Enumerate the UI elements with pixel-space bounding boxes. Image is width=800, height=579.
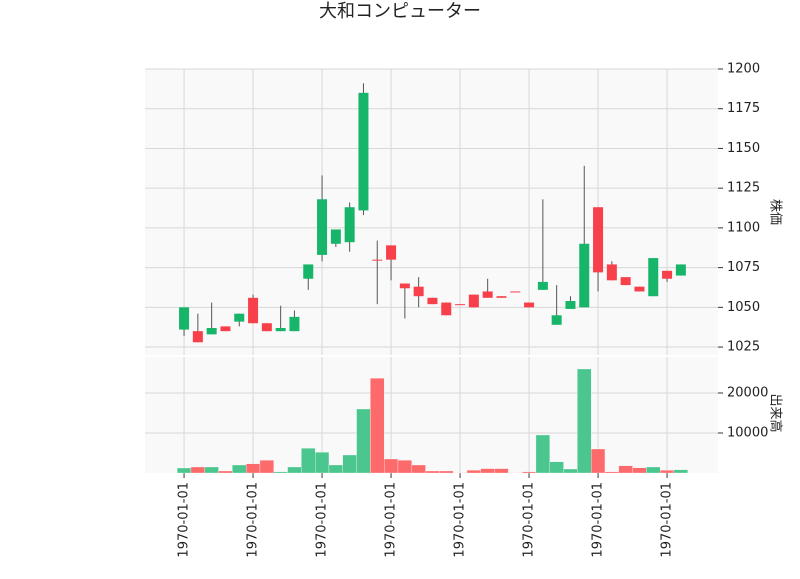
candle-body <box>248 298 258 323</box>
volume-bar <box>646 467 660 473</box>
volume-bar <box>439 471 453 473</box>
candle-body <box>469 295 479 308</box>
candle-body <box>289 317 299 331</box>
volume-bar <box>522 472 536 473</box>
candle-body <box>179 307 189 329</box>
candle-body <box>455 304 465 305</box>
volume-bar <box>660 470 674 473</box>
y-tick-label: 1025 <box>727 340 760 355</box>
volume-bar <box>315 452 329 473</box>
volume-bar <box>564 469 578 473</box>
x-tick-label: 1970-01-01 <box>660 482 675 558</box>
volume-bar <box>619 466 633 473</box>
candle-body <box>207 328 217 334</box>
volume-bar <box>232 465 246 473</box>
volume-bar <box>370 378 384 473</box>
x-tick-label: 1970-01-01 <box>246 482 261 558</box>
candle-body <box>358 93 368 211</box>
chart-title: 大和コンピューター <box>319 1 481 22</box>
candle-body <box>579 244 589 308</box>
candle-body <box>441 303 451 316</box>
volume-bar <box>384 459 398 473</box>
candle-body <box>234 314 244 322</box>
x-tick-label: 1970-01-01 <box>522 482 537 558</box>
volume-bar <box>591 449 605 473</box>
volume-bar <box>398 460 412 473</box>
candle-body <box>565 301 575 309</box>
candle-body <box>276 328 286 331</box>
volume-bar <box>301 448 315 473</box>
x-tick-label: 1970-01-01 <box>453 482 468 558</box>
candle-body <box>552 315 562 325</box>
y2-tick-label: 20000 <box>727 386 768 401</box>
volume-bar <box>633 468 647 473</box>
y-tick-label: 1175 <box>727 101 760 116</box>
volume-bar <box>357 409 371 473</box>
candle-body <box>317 199 327 255</box>
candle-body <box>303 264 313 278</box>
volume-bar <box>467 470 481 473</box>
volume-bar <box>274 472 288 473</box>
candle-body <box>648 258 658 296</box>
y-tick-label: 1150 <box>727 141 760 156</box>
y-axis-label: 株価 <box>768 199 783 225</box>
volume-bar <box>577 369 591 473</box>
candle-body <box>538 282 548 290</box>
volume-bar <box>550 462 564 473</box>
volume-bar <box>412 465 426 473</box>
volume-bar <box>329 465 343 473</box>
volume-bar <box>481 469 495 473</box>
volume-bar <box>191 467 205 473</box>
y-tick-label: 1075 <box>727 260 760 275</box>
candle-body <box>676 264 686 275</box>
volume-bar <box>219 471 233 473</box>
candle-body <box>607 264 617 280</box>
volume-bar <box>343 455 357 473</box>
volume-bar <box>426 471 440 473</box>
candle-body <box>345 207 355 242</box>
volume-panel <box>145 357 718 473</box>
volume-bar <box>288 467 302 473</box>
y-tick-label: 1100 <box>727 220 760 235</box>
candle-body <box>262 323 272 331</box>
candle-body <box>372 260 382 261</box>
x-tick-label: 1970-01-01 <box>591 482 606 558</box>
candle-body <box>510 291 520 292</box>
volume-bar <box>260 460 274 473</box>
y-tick-label: 1050 <box>727 300 760 315</box>
candle-body <box>662 271 672 279</box>
candle-body <box>621 277 631 285</box>
candle-body <box>400 284 410 289</box>
candle-body <box>386 245 396 259</box>
volume-bar <box>246 464 260 473</box>
volume-bar <box>605 472 619 473</box>
price-panel <box>145 69 718 355</box>
candle-body <box>414 287 424 297</box>
candle-body <box>496 296 506 298</box>
volume-bar <box>674 470 688 473</box>
volume-bar <box>536 435 550 473</box>
y-tick-label: 1125 <box>727 181 760 196</box>
candle-body <box>524 303 534 308</box>
candle-body <box>593 207 603 272</box>
candle-body <box>483 291 493 297</box>
candle-body <box>193 331 203 342</box>
y2-tick-label: 10000 <box>727 426 768 441</box>
x-tick-label: 1970-01-01 <box>315 482 330 558</box>
candle-body <box>634 287 644 292</box>
x-tick-label: 1970-01-01 <box>384 482 399 558</box>
volume-bar <box>177 468 191 473</box>
volume-bar <box>495 469 509 473</box>
candle-body <box>220 326 230 331</box>
x-tick-label: 1970-01-01 <box>177 482 192 558</box>
candle-body <box>427 298 437 304</box>
y2-axis-label: 出来高 <box>768 393 784 432</box>
candle-body <box>331 229 341 243</box>
y-tick-label: 1200 <box>727 62 760 77</box>
volume-bar <box>205 467 219 473</box>
